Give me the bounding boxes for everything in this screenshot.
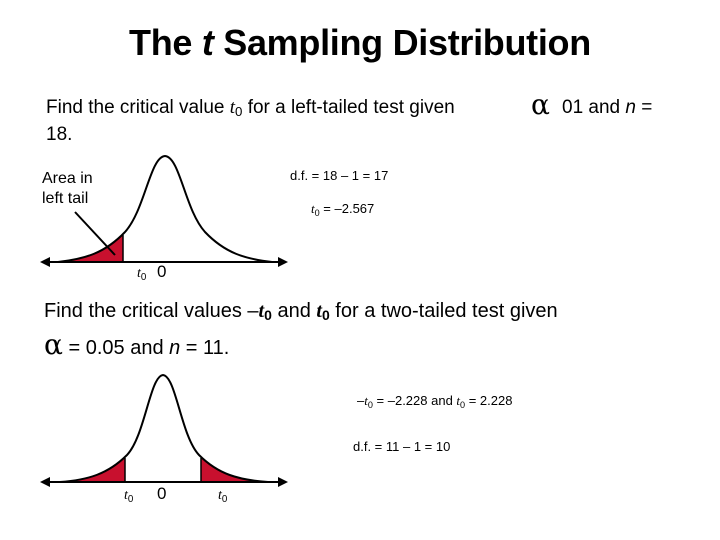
axis-label-t0-right: t0 <box>218 488 228 505</box>
axis-label-t0-left: t0 <box>124 488 134 505</box>
right-tail-region-2 <box>201 458 268 482</box>
df-equation-2: d.f. = 11 – 1 = 10 <box>353 439 451 454</box>
question-1-line2: 18. <box>46 124 73 145</box>
area-label: Area in left tail <box>42 170 93 207</box>
question-2: Find the critical values –t0 and t0 for … <box>44 300 558 361</box>
axis-label-zero-2: 0 <box>157 484 167 503</box>
axis-label-zero-1: 0 <box>157 262 167 281</box>
t-result-1: t0 = –2.567 <box>311 201 375 218</box>
left-tail-region-2 <box>60 458 125 482</box>
t-result-2: –t0 = –2.228 and t0 = 2.228 <box>357 393 513 410</box>
area-pointer <box>74 211 116 256</box>
alpha-symbol-2: α <box>44 328 63 361</box>
left-tail-region <box>58 235 123 262</box>
t-curve-two-tail <box>40 373 288 487</box>
slide-title: The t Sampling Distribution <box>129 22 591 63</box>
df-equation-1: d.f. = 18 – 1 = 17 <box>290 168 389 183</box>
axis-label-t0-1: t0 <box>137 266 147 283</box>
question-1: Find the critical value t0 for a left-ta… <box>46 97 455 119</box>
question-1-tail: 01 and n = <box>562 97 653 118</box>
t-curve-left-tail <box>40 154 288 267</box>
bell-curve-2 <box>59 373 269 483</box>
alpha-symbol-1: α <box>531 88 550 121</box>
bell-curve-1 <box>57 154 273 263</box>
